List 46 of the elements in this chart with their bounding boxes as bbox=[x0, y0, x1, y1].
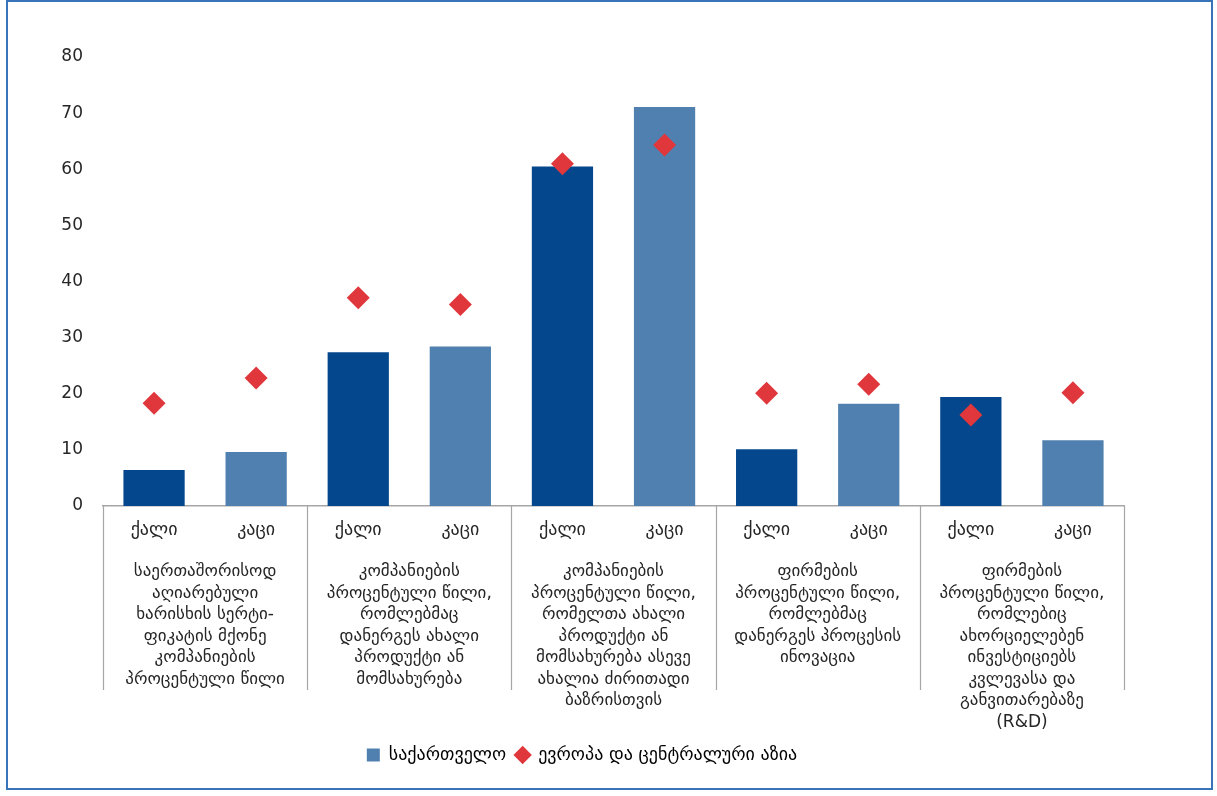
x-tick-label: ქალი bbox=[743, 518, 791, 540]
point bbox=[959, 403, 983, 427]
point bbox=[346, 286, 370, 310]
point bbox=[653, 133, 677, 157]
text: კომპანიების პროცენტული წილი, რომელთა ახალი პროდუქტი ან მომსახურება ასევე ახალია ძირითადი ბაზრისთვის bbox=[531, 560, 696, 710]
y-tick-label: 60 bbox=[61, 157, 83, 178]
bar bbox=[940, 397, 1002, 506]
x-tick-label: ქალი bbox=[334, 518, 382, 540]
bar bbox=[225, 452, 287, 506]
point bbox=[244, 366, 268, 390]
x-tick-label: კაცი bbox=[441, 518, 480, 540]
text: ფირმების პროცენტული წილი, რომლებიც ახორციელებენ ინვესტიციებს კვლევასა და განვითარებაზე (R&D) bbox=[939, 560, 1105, 731]
point bbox=[857, 372, 881, 396]
point bbox=[1061, 381, 1085, 405]
x-tick-label: კაცი bbox=[237, 518, 276, 540]
x-tick-label: ქალი bbox=[539, 518, 586, 540]
bar bbox=[531, 166, 594, 506]
text: კომპანიების პროცენტული წილი, რომლებმაც დანერგეს ახალი პროდუქტი ან მომსახურება bbox=[326, 560, 492, 688]
bar bbox=[123, 470, 185, 506]
x-tick-label: ქალი bbox=[947, 518, 995, 540]
x-tick-label: კაცი bbox=[849, 518, 888, 540]
y-tick-label: 40 bbox=[61, 269, 83, 290]
text: ფირმების პროცენტული წილი, რომლებმაც დანერგეს პროცესის ინოვაცია bbox=[734, 560, 902, 667]
point bbox=[142, 391, 166, 415]
text: საერთაშორისოდ აღიარებული ხარისხის სერტი-ფიკატის მქონე კომპანიების პროცენტული წილი bbox=[125, 560, 285, 688]
x-tick-label: კაცი bbox=[645, 518, 684, 540]
bar bbox=[838, 403, 900, 506]
y-tick-label: 80 bbox=[61, 45, 83, 66]
x-tick-label: ქალი bbox=[130, 518, 178, 540]
bar bbox=[1042, 440, 1104, 506]
point bbox=[448, 293, 472, 317]
y-tick-label: 30 bbox=[61, 326, 83, 347]
bar bbox=[736, 449, 798, 506]
bar bbox=[327, 352, 389, 506]
point bbox=[755, 381, 779, 405]
y-tick-label: 50 bbox=[61, 213, 83, 234]
x-tick-label: კაცი bbox=[1053, 518, 1092, 540]
bar bbox=[633, 106, 696, 506]
bar bbox=[429, 346, 491, 506]
y-tick-label: 10 bbox=[61, 438, 83, 459]
y-tick-label: 20 bbox=[61, 382, 83, 403]
legend-label: ევროპა და ცენტრალური აზია bbox=[538, 742, 798, 764]
y-tick-label: 70 bbox=[61, 101, 83, 122]
y-tick-label: 0 bbox=[72, 494, 83, 515]
legend-label: საქართველო bbox=[388, 742, 507, 764]
point bbox=[550, 152, 574, 176]
